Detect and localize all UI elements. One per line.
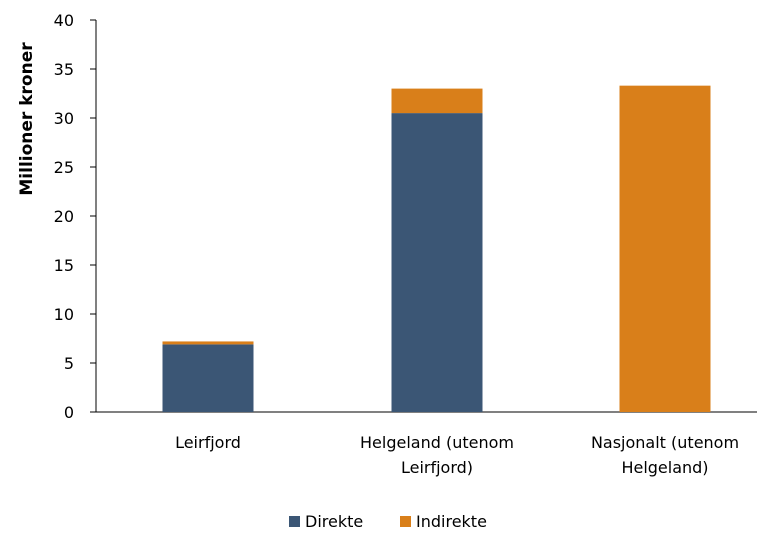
y-tick-label: 15 xyxy=(54,256,74,275)
plot-area: 0 5 10 15 20 25 30 35 40 Leirfjord Helgeland (uten… xyxy=(54,11,757,477)
x-tick-label: Helgeland) xyxy=(621,458,708,477)
bar-indirekte-1 xyxy=(162,341,254,345)
y-axis-label: Millioner kroner xyxy=(17,42,37,196)
legend-label-direkte: Direkte xyxy=(305,512,363,531)
legend-swatch-direkte xyxy=(289,516,300,527)
x-tick-label: Helgeland (utenom xyxy=(360,433,514,452)
y-tick-label: 10 xyxy=(54,305,74,324)
y-tick-label: 35 xyxy=(54,60,74,79)
legend: Direkte Indirekte xyxy=(289,512,487,531)
y-tick-label: 25 xyxy=(54,158,74,177)
y-tick-label: 5 xyxy=(64,354,74,373)
legend-label-indirekte: Indirekte xyxy=(416,512,487,531)
bar-direkte-2 xyxy=(391,113,483,412)
bar-direkte-1 xyxy=(162,344,254,412)
y-tick-label: 20 xyxy=(54,207,74,226)
y-tick-label: 40 xyxy=(54,11,74,30)
y-tick-label: 30 xyxy=(54,109,74,128)
bar-indirekte-3 xyxy=(619,85,711,412)
legend-swatch-indirekte xyxy=(400,516,411,527)
bar-indirekte-2 xyxy=(391,88,483,114)
x-tick-label: Nasjonalt (utenom xyxy=(591,433,739,452)
y-tick-label: 0 xyxy=(64,403,74,422)
x-tick-label: Leirfjord xyxy=(175,433,241,452)
x-tick-label: Leirfjord) xyxy=(401,458,473,477)
